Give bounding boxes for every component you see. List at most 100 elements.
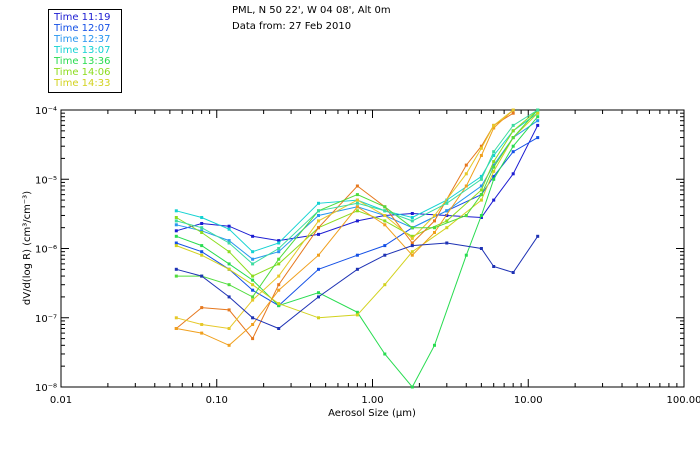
data-point <box>317 316 320 320</box>
data-point <box>464 184 468 188</box>
data-point <box>445 219 449 223</box>
series-line <box>176 137 538 307</box>
data-point <box>200 244 204 248</box>
data-point <box>355 219 359 223</box>
x-axis-label: Aerosol Size (µm) <box>328 408 416 419</box>
series-5 <box>174 115 540 389</box>
series-layer <box>174 108 540 389</box>
data-point <box>355 267 359 271</box>
data-point <box>317 295 320 299</box>
tick-labels: 0.01 0.10 1.00 10.00 100.00 10⁻⁴ 10⁻⁵ 10⁻⁶ 10⁻⁷ 1… <box>35 106 700 406</box>
series-line <box>175 112 514 340</box>
data-point <box>536 111 540 115</box>
data-point <box>464 214 468 217</box>
data-point <box>317 232 320 236</box>
legend-item: Time 12:07 <box>54 23 111 34</box>
data-point <box>227 227 231 231</box>
data-point <box>445 201 449 205</box>
data-point <box>479 144 483 148</box>
data-point <box>492 150 496 154</box>
data-point <box>410 216 414 219</box>
data-point <box>383 209 387 213</box>
data-point <box>492 123 496 127</box>
data-point <box>511 172 515 176</box>
data-point <box>492 163 496 167</box>
data-point <box>317 267 320 271</box>
data-point <box>227 308 231 312</box>
data-point <box>317 253 320 257</box>
data-point <box>355 253 359 257</box>
data-point <box>200 306 204 310</box>
data-point <box>492 198 496 202</box>
series-13 <box>174 108 540 266</box>
data-point <box>200 216 204 219</box>
data-point <box>227 343 231 347</box>
data-point <box>251 257 255 261</box>
data-point <box>479 198 483 202</box>
data-point <box>492 169 496 173</box>
data-point <box>251 234 255 238</box>
data-point <box>227 295 231 299</box>
data-point <box>355 184 359 188</box>
legend-item: Time 11:19 <box>54 12 111 23</box>
data-point <box>277 283 281 287</box>
data-point <box>200 323 204 326</box>
data-point <box>174 219 178 223</box>
data-point <box>492 265 496 268</box>
y-tick-label: 10⁻⁸ <box>35 383 57 394</box>
data-point <box>355 205 359 209</box>
data-point <box>251 323 255 326</box>
data-point <box>277 241 281 245</box>
data-point <box>410 253 414 257</box>
series-line <box>176 112 538 253</box>
y-tick-label: 10⁻⁵ <box>35 175 57 186</box>
data-point <box>277 302 281 306</box>
data-point <box>410 219 414 223</box>
data-point <box>511 136 515 140</box>
data-point <box>511 111 515 115</box>
data-point <box>174 216 178 219</box>
data-point <box>174 241 178 245</box>
data-point <box>410 236 414 240</box>
data-point <box>317 226 320 230</box>
data-point <box>277 257 281 261</box>
data-point <box>479 154 483 157</box>
data-point <box>317 214 320 217</box>
data-point <box>174 223 178 227</box>
data-point <box>383 244 387 248</box>
legend-item: Time 14:06 <box>54 67 111 78</box>
data-point <box>383 223 387 227</box>
data-point <box>536 115 540 119</box>
data-point <box>355 193 359 197</box>
data-point <box>445 226 449 230</box>
x-tick-label: 1.00 <box>361 395 383 406</box>
data-point <box>536 234 540 238</box>
legend-item: Time 14:33 <box>54 78 111 89</box>
data-point <box>433 219 436 223</box>
series-10 <box>174 108 515 330</box>
data-point <box>200 253 204 257</box>
date-header: Data from: 27 Feb 2010 <box>232 21 352 32</box>
data-point <box>355 201 359 205</box>
data-point <box>200 274 204 278</box>
data-point <box>479 216 483 219</box>
data-point <box>317 209 320 213</box>
data-point <box>383 219 387 223</box>
data-point <box>383 253 387 257</box>
data-point <box>227 267 231 271</box>
data-point <box>355 198 359 202</box>
data-point <box>174 316 178 320</box>
y-tick-label: 10⁻⁴ <box>35 106 57 117</box>
legend: Time 11:19 Time 12:07 Time 12:37 Time 13… <box>48 9 122 93</box>
data-point <box>251 274 255 278</box>
data-point <box>227 241 231 245</box>
data-point <box>355 209 359 213</box>
data-point <box>251 283 255 287</box>
y-axis-label: dV/d(log R) (cm³/cm⁻³) <box>22 191 33 305</box>
data-point <box>174 234 178 238</box>
data-point <box>227 327 231 330</box>
axis-ticks <box>60 110 684 388</box>
data-point <box>251 337 255 341</box>
data-point <box>174 267 178 271</box>
data-point <box>511 129 515 133</box>
